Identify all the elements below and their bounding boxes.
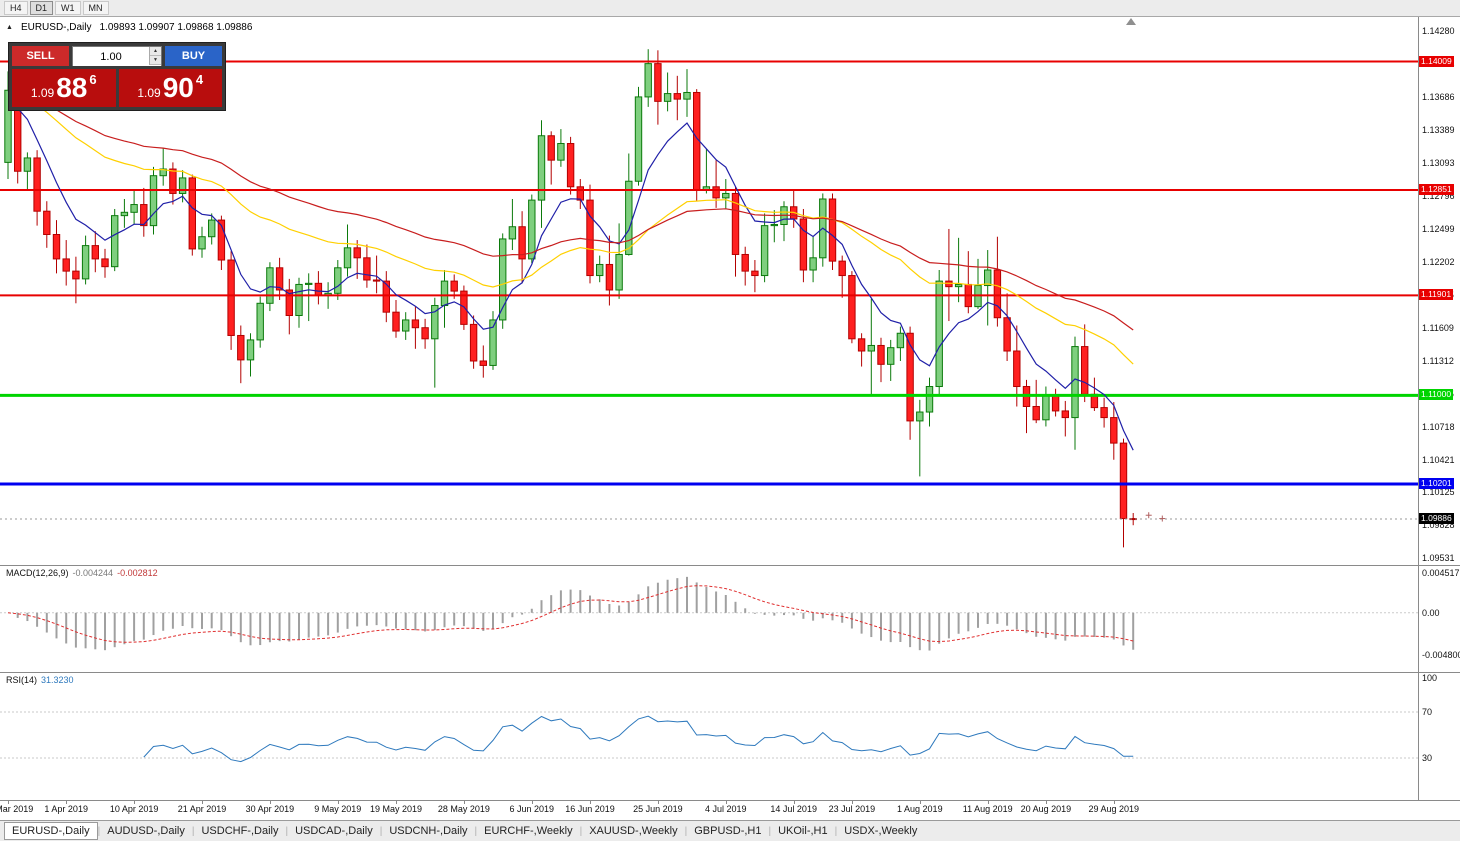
timeframe-buttons: H4 D1 W1 MN [4,1,111,15]
sell-price-button[interactable]: 1.09 88 6 [12,69,116,107]
bid-point: 6 [89,71,97,87]
one-click-trading-panel: SELL ▲ ▼ BUY 1.09 88 6 1.09 90 4 [8,42,226,111]
chart-tab-ukoil[interactable]: UKOil-,H1 [778,825,828,837]
chart-shift-marker-icon[interactable] [1126,18,1136,25]
indicator-level-lines [0,612,1418,759]
rsi-value: 31.3230 [41,675,74,685]
hlines-layer [0,60,1418,520]
volume-down-icon[interactable]: ▼ [150,56,161,65]
volume-input[interactable] [73,48,161,66]
ask-pips: 90 [162,72,194,103]
tab-separator: | [579,825,583,837]
ohlc-values: 1.09893 1.09907 1.09868 1.09886 [99,22,253,33]
tab-separator: | [191,825,195,837]
timeframe-button-h4[interactable]: H4 [4,1,28,15]
ask-point: 4 [195,71,204,87]
macd-layer [7,576,1135,651]
chart-tab-gbpusd[interactable]: GBPUSD-,H1 [694,825,762,837]
timeframe-button-w1[interactable]: W1 [55,1,81,15]
ma-line-34 [7,89,1134,365]
bid-prefix: 1.09 [30,86,55,100]
chart-tabs-bar: EURUSD-,Daily | AUDUSD-,Daily | USDCHF-,Dail… [0,820,1460,841]
ask-prefix: 1.09 [137,86,161,100]
chart-tab-usdcad[interactable]: USDCAD-,Daily [295,825,373,837]
volume-up-icon[interactable]: ▲ [150,47,161,56]
rsi-line [143,715,1134,763]
macd-indicator-label: MACD(12,26,9) -0.004244 -0.002812 [6,568,158,578]
timeframe-button-d1[interactable]: D1 [29,1,54,15]
tab-separator: | [97,825,101,837]
rsi-indicator-label: RSI(14) 31.3230 [6,675,74,685]
ma-line-55 [7,89,1134,331]
tab-separator: | [768,825,772,837]
chart-title: ▲ EURUSD-,Daily 1.09893 1.09907 1.09868 … [6,22,252,33]
candles-layer [4,49,1137,548]
panel-dividers [0,17,1460,801]
tab-separator: | [684,825,688,837]
ma-line-8 [7,90,1134,451]
timeframe-button-mn[interactable]: MN [82,1,109,15]
tab-separator: | [285,825,289,837]
rsi-name: RSI(14) [6,675,38,685]
chart-tab-xauusd[interactable]: XAUUSD-,Weekly [589,825,678,837]
macd-signal-value: -0.002812 [117,568,158,578]
chart-tab-audusd[interactable]: AUDUSD-,Daily [107,825,185,837]
macd-name: MACD(12,26,9) [6,568,69,578]
volume-spinner: ▲ ▼ [149,47,161,65]
tab-separator: | [379,825,383,837]
tab-separator: | [834,825,838,837]
timeframe-toolbar: H4 D1 W1 MN [0,0,1460,17]
macd-main-value: -0.004244 [72,568,114,578]
chart-tab-eurchf[interactable]: EURCHF-,Weekly [484,825,573,837]
tab-separator: | [474,825,478,837]
chart-tab-usdcnh[interactable]: USDCNH-,Daily [389,825,468,837]
chart-tab-usdchf[interactable]: USDCHF-,Daily [201,825,279,837]
chart-tab-usdx[interactable]: USDX-,Weekly [844,825,918,837]
volume-box: ▲ ▼ [72,46,162,66]
buy-button[interactable]: BUY [165,46,222,66]
one-click-collapse-icon[interactable]: ▲ [6,24,13,31]
bid-pips: 88 [56,72,88,103]
sell-button[interactable]: SELL [12,46,69,66]
chart-tab-eurusd[interactable]: EURUSD-,Daily [4,822,98,840]
buy-price-button[interactable]: 1.09 90 4 [118,69,222,107]
price-markers [1145,512,1166,522]
symbol-name: EURUSD-,Daily [20,22,92,33]
